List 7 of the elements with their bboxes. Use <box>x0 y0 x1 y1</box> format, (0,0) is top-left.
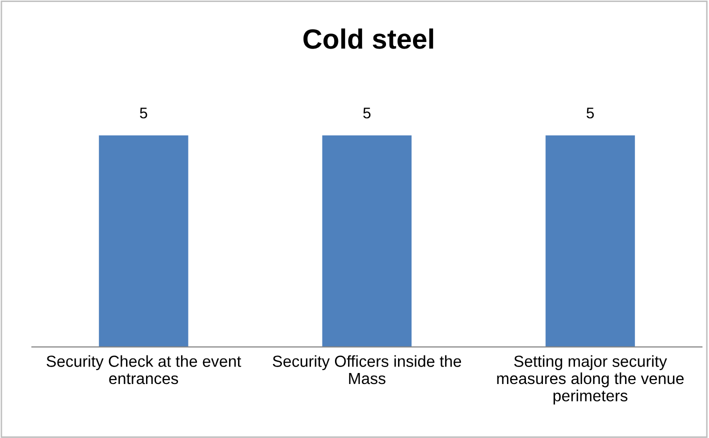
x-tick-label: Setting major security measures along the venue perimeters <box>497 355 684 405</box>
data-label: 5 <box>586 108 594 118</box>
x-tick-label: Security Check at the event entrances <box>46 355 242 384</box>
chart-title: Cold steel <box>303 28 434 49</box>
data-label: 5 <box>140 108 148 118</box>
x-tick-label: Security Officers inside the Mass <box>272 355 462 384</box>
data-label: 5 <box>363 108 371 118</box>
